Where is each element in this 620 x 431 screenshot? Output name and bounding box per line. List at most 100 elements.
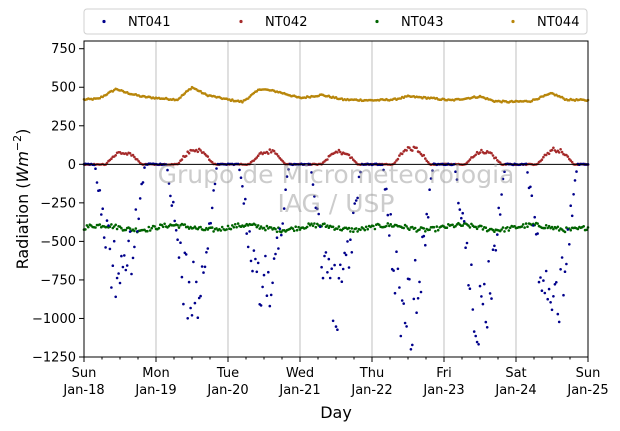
data-point-nt043: [389, 223, 393, 226]
x-tick-day: Fri: [436, 366, 452, 381]
data-point-nt043: [543, 226, 547, 230]
data-point-nt041: [532, 224, 535, 227]
data-point-nt041: [337, 276, 341, 280]
data-point-nt041: [94, 167, 97, 170]
data-point-nt043: [291, 227, 295, 230]
data-point-nt041: [277, 247, 280, 250]
data-point-nt044: [189, 87, 192, 91]
data-point-nt041: [403, 321, 407, 325]
data-point-nt041: [128, 230, 132, 233]
data-point-nt041: [389, 213, 393, 216]
data-point-nt043: [475, 227, 479, 231]
data-point-nt043: [134, 227, 138, 230]
data-point-nt043: [215, 227, 218, 230]
data-point-nt043: [275, 230, 279, 234]
data-point-nt041: [131, 256, 135, 260]
data-point-nt043: [254, 223, 257, 227]
data-point-nt043: [550, 225, 554, 229]
data-point-nt041: [557, 320, 561, 324]
data-point-nt041: [278, 227, 282, 230]
data-point-nt043: [424, 230, 427, 233]
data-point-nt041: [416, 297, 420, 300]
data-point-nt041: [177, 256, 181, 259]
data-point-nt042: [272, 149, 276, 153]
data-point-nt043: [326, 224, 329, 227]
legend-marker-nt043: [375, 19, 379, 24]
data-point-nt041: [137, 217, 140, 221]
x-tick-date: Jan-21: [278, 383, 320, 398]
data-point-nt041: [336, 328, 339, 332]
data-point-nt041: [245, 232, 248, 235]
plot-area: Grupo de Micrometeorologia IAG / USP: [82, 40, 590, 358]
data-point-nt043: [521, 223, 525, 226]
data-point-nt041: [412, 297, 416, 301]
x-tick-day: Mon: [142, 366, 169, 381]
data-point-nt043: [468, 226, 472, 229]
data-point-nt041: [282, 207, 286, 210]
data-point-nt043: [366, 227, 370, 231]
data-point-nt043: [402, 226, 406, 230]
data-point-nt041: [284, 188, 287, 191]
data-point-nt043: [336, 227, 339, 231]
data-point-nt041: [127, 239, 130, 243]
data-point-nt043: [219, 229, 223, 232]
data-point-nt042: [275, 153, 279, 156]
data-point-nt042: [490, 151, 493, 155]
data-point-nt042: [177, 161, 181, 165]
data-point-nt043: [377, 223, 381, 227]
data-point-nt042: [269, 151, 273, 154]
data-point-nt042: [426, 161, 430, 164]
data-point-nt041: [98, 189, 102, 192]
data-point-nt041: [316, 207, 319, 210]
data-point-nt041: [239, 176, 243, 179]
data-point-nt041: [210, 206, 214, 210]
data-point-nt041: [480, 295, 483, 298]
data-point-nt043: [87, 225, 90, 229]
data-point-nt041: [411, 343, 414, 347]
data-point-nt043: [327, 226, 331, 229]
data-point-nt041: [472, 330, 476, 333]
data-point-nt043: [176, 223, 179, 227]
data-point-nt043: [547, 224, 551, 228]
data-point-nt043: [274, 227, 277, 231]
data-point-nt041: [563, 270, 567, 274]
data-point-nt043: [474, 225, 478, 229]
data-point-nt042: [544, 153, 548, 157]
data-point-nt043: [513, 225, 516, 228]
data-point-nt043: [183, 223, 187, 226]
data-point-nt041: [497, 206, 501, 210]
data-point-nt043: [186, 225, 189, 229]
y-axis: −1250 −1000 −750 −500 −250 0 250 500 750: [32, 42, 84, 366]
legend: NT041 NT042 NT043 NT044: [83, 8, 588, 35]
data-point-nt041: [464, 246, 467, 249]
data-point-nt043: [157, 226, 161, 230]
data-point-nt042: [560, 150, 564, 154]
data-point-nt041: [143, 166, 146, 169]
data-point-nt041: [108, 247, 112, 251]
data-point-nt041: [573, 179, 577, 182]
data-point-nt043: [484, 226, 488, 229]
data-point-nt041: [431, 169, 434, 172]
data-point-nt041: [396, 267, 400, 271]
data-point-nt041: [399, 334, 403, 338]
x-tick-day: Thu: [359, 366, 384, 381]
data-point-nt042: [131, 153, 135, 157]
x-tick-date: Jan-19: [134, 383, 176, 398]
data-point-nt042: [196, 150, 200, 154]
data-point-nt041: [241, 185, 244, 188]
data-point-nt043: [435, 225, 439, 228]
data-point-nt043: [114, 223, 117, 227]
data-point-nt041: [470, 263, 473, 267]
data-point-nt043: [313, 222, 316, 225]
data-point-nt042: [491, 154, 495, 157]
data-point-nt042: [570, 160, 574, 164]
data-point-nt043: [436, 228, 440, 232]
data-point-nt043: [199, 225, 202, 229]
data-point-nt042: [354, 161, 358, 164]
data-point-nt041: [179, 241, 182, 244]
data-point-nt041: [100, 213, 103, 216]
data-point-nt041: [556, 312, 560, 316]
data-point-nt042: [256, 154, 260, 157]
data-point-nt041: [136, 230, 139, 233]
